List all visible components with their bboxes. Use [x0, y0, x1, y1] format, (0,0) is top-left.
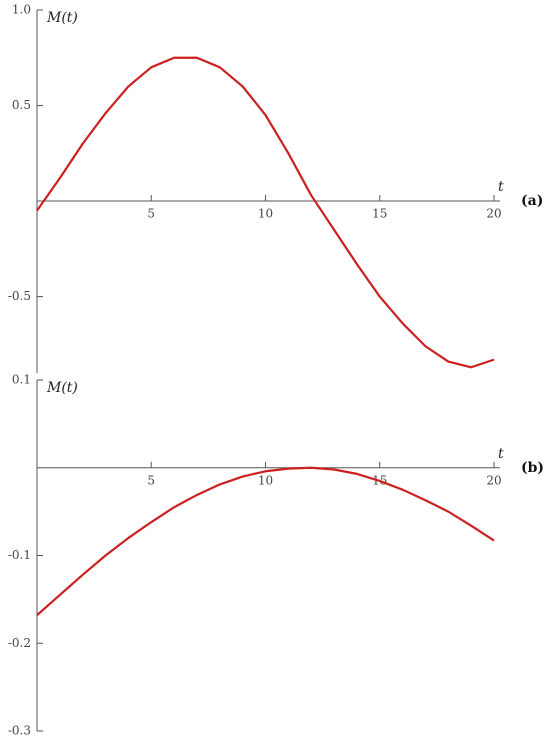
- y-axis-label: M(t): [46, 10, 78, 26]
- y-tick-label: -0.5: [8, 289, 31, 303]
- y-tick-label: 0.1: [12, 373, 31, 387]
- panel-label: (a): [521, 193, 543, 209]
- y-axis-label: M(t): [46, 380, 78, 396]
- line-series: [36, 56, 495, 369]
- x-axis-label: t: [498, 446, 504, 462]
- panel-label: (b): [521, 460, 544, 476]
- y-tick-label: 1.0: [12, 3, 31, 17]
- y-tick-label: 0.5: [12, 98, 31, 112]
- y-tick-label: -0.2: [8, 636, 31, 650]
- x-tick-label: 15: [372, 207, 387, 221]
- line-series: [36, 466, 495, 616]
- x-tick-label: 20: [486, 473, 501, 487]
- x-tick-label: 20: [486, 207, 501, 221]
- y-tick-label: -0.3: [8, 724, 31, 738]
- x-tick-label: 10: [258, 207, 273, 221]
- x-axis-label: t: [498, 179, 504, 195]
- x-tick-label: 5: [147, 207, 155, 221]
- x-tick-label: 5: [147, 473, 155, 487]
- y-tick-label: -0.1: [8, 548, 31, 562]
- x-tick-label: 10: [258, 473, 273, 487]
